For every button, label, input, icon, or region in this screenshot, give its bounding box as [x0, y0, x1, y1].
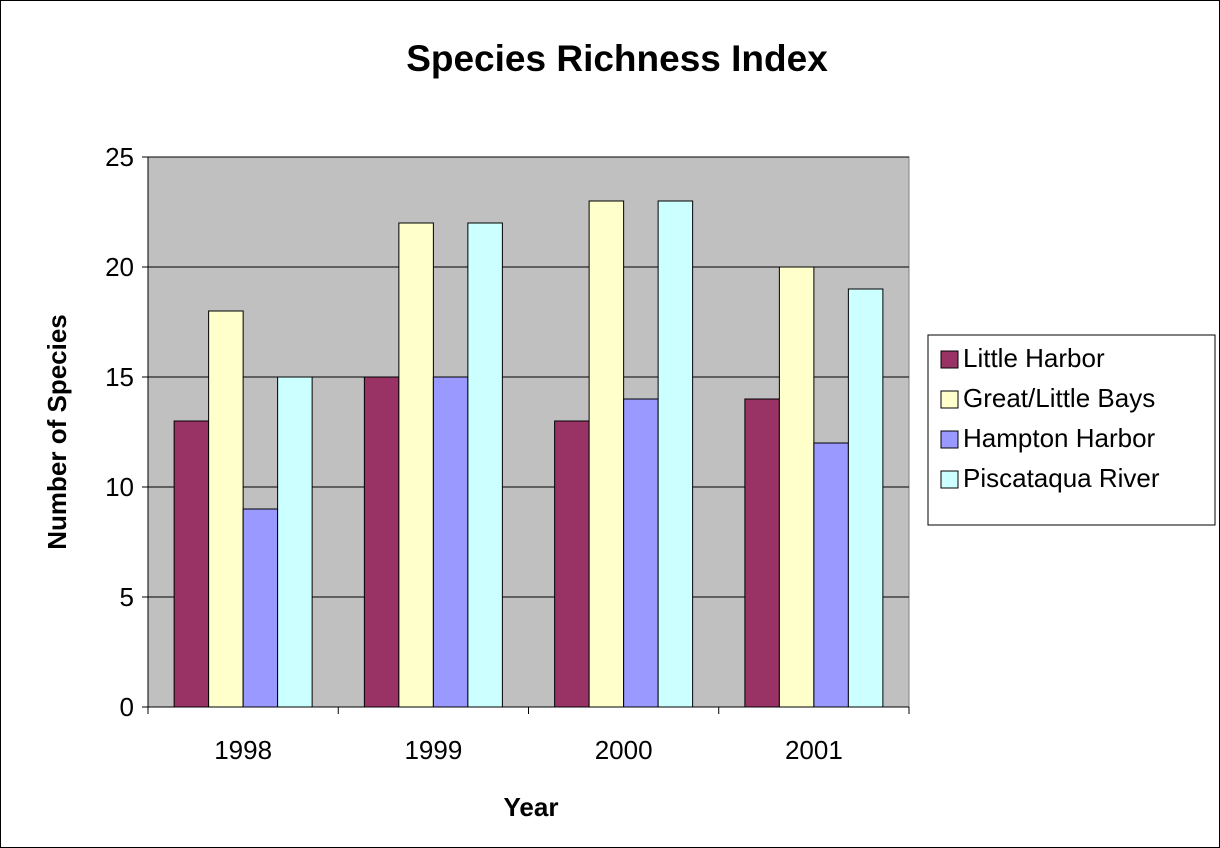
- legend-items: Little Harbor Great/Little Bays Hampton Ha…: [940, 343, 1160, 493]
- y-tick-label: 5: [120, 582, 134, 612]
- bar-hampton-harbor-1999: [432, 376, 469, 708]
- bar-piscataqua-river-2000: [657, 200, 694, 708]
- bar-piscataqua-river-1998: [277, 376, 313, 708]
- x-tick-label: 2000: [595, 735, 653, 765]
- legend-box: [927, 334, 1216, 526]
- chart-title: Species Richness Index: [406, 38, 828, 79]
- legend-swatch: [940, 470, 959, 489]
- legend-label: Little Harbor: [963, 343, 1105, 373]
- legend-swatch: [940, 390, 959, 409]
- legend-label: Great/Little Bays: [963, 383, 1155, 413]
- bar-great-little-bays-1998: [208, 310, 244, 708]
- y-tick-label: 0: [120, 692, 134, 722]
- y-axis-label: Number of Species: [42, 314, 72, 550]
- x-tick-label: 1999: [404, 735, 462, 765]
- x-tick-label: 2001: [785, 735, 843, 765]
- bar-piscataqua-river-1999: [467, 222, 503, 708]
- y-tick-label: 25: [105, 142, 134, 172]
- legend-swatch: [940, 430, 959, 449]
- y-tick-label: 15: [105, 362, 134, 392]
- y-tick-label: 20: [105, 252, 134, 282]
- legend-label: Hampton Harbor: [963, 423, 1156, 453]
- bar-great-little-bays-1999: [398, 222, 434, 708]
- bar-hampton-harbor-1998: [242, 508, 279, 708]
- bar-little-harbor-1998: [173, 420, 210, 708]
- x-axis-label: Year: [504, 792, 559, 822]
- bar-great-little-bays-2001: [778, 266, 815, 708]
- bar-little-harbor-1999: [363, 376, 400, 708]
- axes: 0 5 10 15 20 25 1998 1999 2000 2001: [105, 142, 910, 765]
- legend-label: Piscataqua River: [963, 463, 1160, 493]
- bars: [173, 200, 884, 708]
- bar-little-harbor-2001: [744, 398, 780, 708]
- x-tick-label: 1998: [214, 735, 272, 765]
- bar-little-harbor-2000: [554, 420, 590, 708]
- bar-hampton-harbor-2000: [623, 398, 659, 708]
- legend: Little Harbor Great/Little Bays Hampton Ha…: [927, 334, 1216, 526]
- bar-hampton-harbor-2001: [813, 442, 849, 708]
- bar-piscataqua-river-2001: [847, 288, 884, 708]
- legend-swatch: [940, 350, 959, 369]
- y-tick-label: 10: [105, 472, 134, 502]
- bar-great-little-bays-2000: [588, 200, 625, 708]
